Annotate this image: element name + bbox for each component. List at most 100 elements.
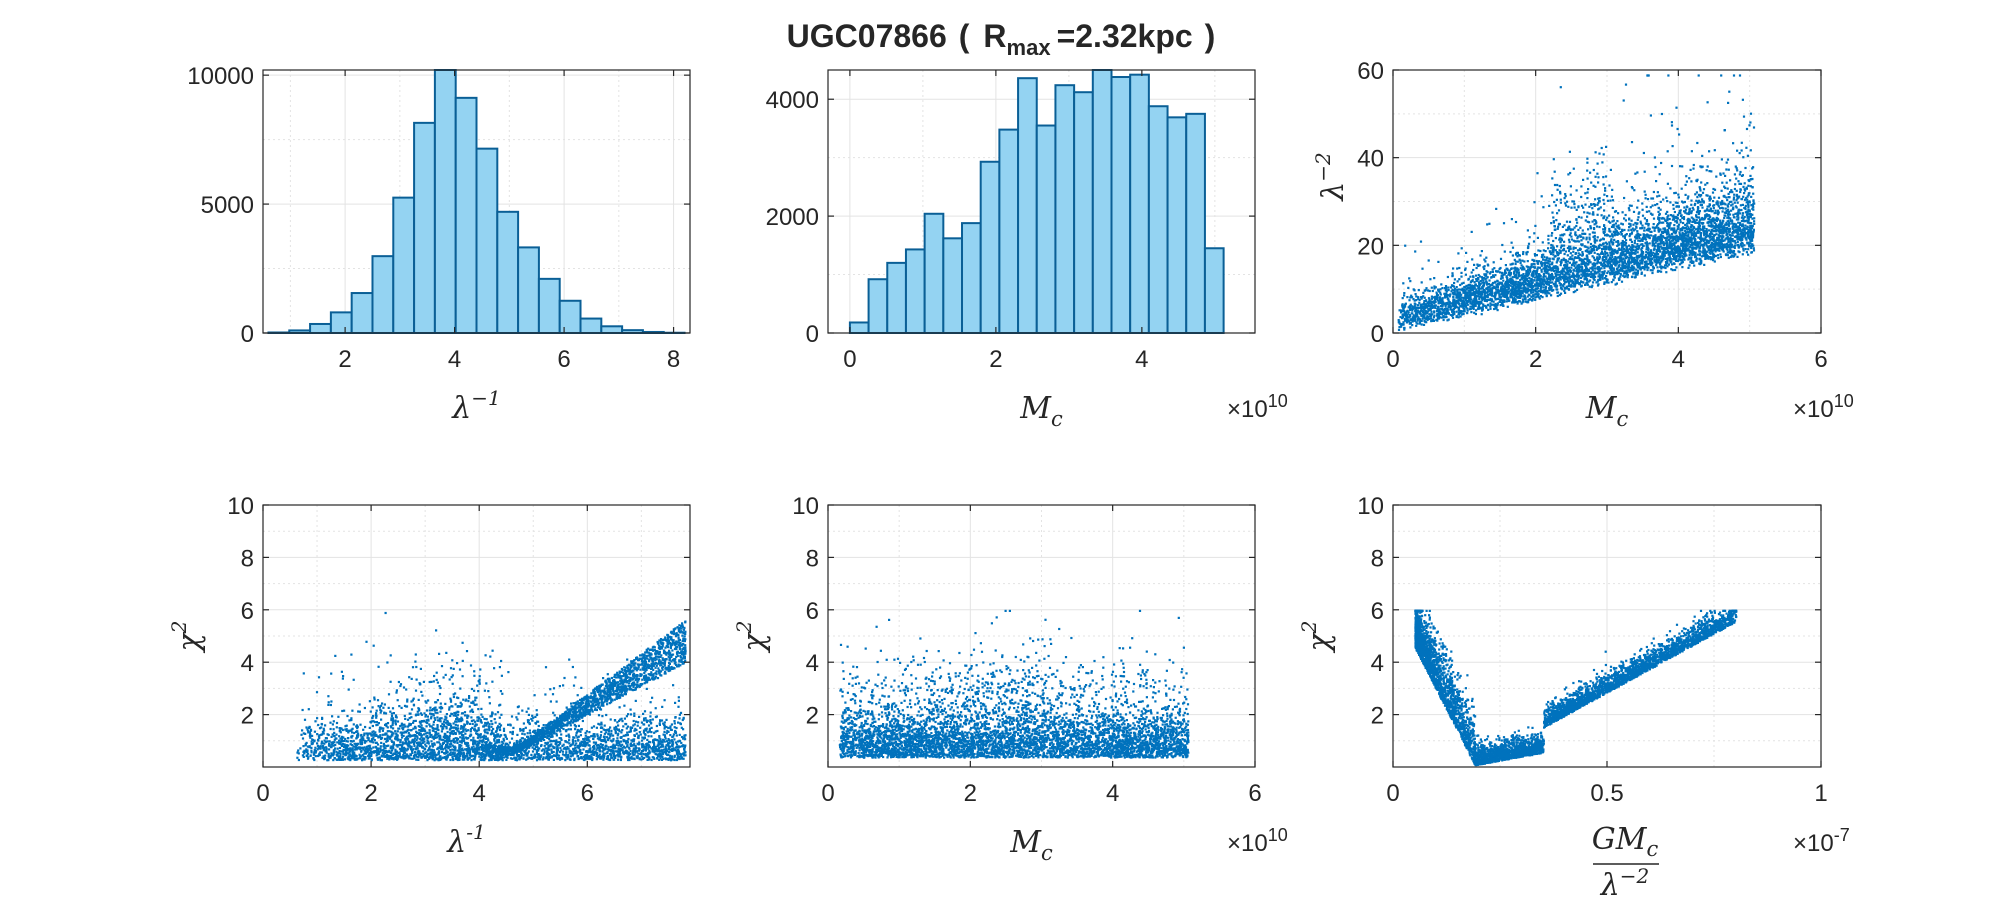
figure-title: UGC07866(Rmax =2.32kpc) [787, 18, 1216, 60]
scatter-point [1753, 222, 1756, 225]
scatter-point [1447, 299, 1450, 302]
scatter-point [1629, 251, 1632, 254]
scatter-point [1550, 222, 1553, 225]
scatter-point [1605, 278, 1609, 281]
scatter-point [1514, 220, 1518, 224]
scatter-point [1700, 194, 1703, 197]
scatter-point [1419, 312, 1422, 315]
scatter-point [1719, 172, 1722, 175]
histogram-bar [923, 212, 945, 334]
scatter-point [1723, 216, 1726, 220]
scatter-point [1485, 280, 1488, 283]
scatter-point [1576, 237, 1579, 240]
scatter-point [1508, 299, 1511, 302]
scatter-point [1633, 276, 1636, 279]
scatter-point [1470, 298, 1473, 301]
scatter-point [1751, 224, 1754, 228]
scatter-point [1548, 263, 1552, 266]
scatter-point [1548, 268, 1551, 271]
scatter-point [1730, 246, 1733, 249]
scatter-point [1547, 259, 1550, 262]
scatter-point [1483, 277, 1486, 280]
scatter-point [1418, 311, 1421, 314]
scatter-point [1689, 230, 1692, 233]
scatter-point [1711, 232, 1714, 235]
scatter-point [1596, 203, 1599, 206]
scatter-point [1436, 319, 1439, 322]
scatter-point [1405, 318, 1408, 321]
scatter-point [1717, 241, 1721, 244]
scatter-point [1421, 267, 1424, 270]
scatter-point [1564, 258, 1567, 261]
scatter-point [1538, 266, 1542, 269]
scatter-point [1709, 207, 1712, 210]
scatter-point [1709, 195, 1712, 198]
scatter-point [1620, 233, 1623, 236]
scatter-point [1685, 234, 1688, 237]
scatter-point [1743, 206, 1746, 210]
scatter-point [1715, 175, 1718, 178]
scatter-point [1612, 278, 1615, 281]
scatter-point [1466, 307, 1469, 310]
x-tick-label: 8 [667, 346, 680, 373]
scatter-point [1720, 158, 1723, 161]
scatter-point [1417, 297, 1420, 300]
scatter-point [1473, 311, 1476, 314]
scatter-point [1718, 235, 1721, 238]
scatter-point [1486, 276, 1489, 279]
scatter-point [1668, 238, 1671, 241]
scatter-point [1746, 198, 1749, 201]
scatter-point [1409, 326, 1412, 329]
scatter-point [1592, 211, 1595, 214]
scatter-point [1516, 260, 1519, 263]
scatter-point [1598, 225, 1601, 229]
scatter-point [1496, 304, 1499, 307]
scatter-point [1420, 281, 1423, 284]
scatter-point [1726, 251, 1729, 254]
scatter-point [1603, 281, 1606, 284]
scatter-point [1658, 219, 1661, 222]
scatter-point [1715, 201, 1718, 204]
scatter-point [1712, 227, 1715, 230]
scatter-point [1406, 296, 1409, 299]
scatter-point [1713, 212, 1716, 215]
scatter-point [1428, 307, 1431, 310]
scatter-point [1605, 281, 1608, 284]
scatter-point [1655, 180, 1658, 183]
scatter-point [1697, 241, 1700, 244]
scatter-point [1695, 242, 1698, 245]
scatter-point [1636, 237, 1639, 240]
scatter-point [1474, 291, 1477, 294]
scatter-point [1654, 237, 1657, 240]
scatter-point [1592, 168, 1595, 172]
scatter-point [1485, 273, 1488, 276]
scatter-point [1552, 289, 1555, 292]
scatter-point [1586, 215, 1589, 218]
scatter-point [1705, 255, 1708, 258]
scatter-point [1600, 263, 1603, 266]
scatter-point [1580, 239, 1583, 242]
scatter-point [1651, 226, 1654, 229]
scatter-point [1672, 236, 1676, 239]
scatter-point [1678, 250, 1681, 253]
scatter-point [1616, 260, 1619, 263]
scatter-point [1517, 284, 1520, 287]
scatter-point [1725, 246, 1728, 249]
scatter-point [1439, 291, 1442, 294]
scatter-point [1596, 256, 1599, 259]
scatter-point [1681, 239, 1684, 242]
scatter-point [1630, 204, 1633, 207]
scatter-point [1522, 266, 1525, 269]
scatter-point [1494, 291, 1497, 295]
scatter-point [1535, 273, 1538, 276]
scatter-point [1723, 185, 1726, 188]
scatter-point [1433, 314, 1436, 317]
scatter-point [1649, 206, 1652, 209]
scatter-point [1752, 247, 1755, 250]
scatter-point [1522, 273, 1525, 276]
scatter-point [1721, 202, 1724, 205]
scatter-point [1464, 268, 1467, 271]
scatter-point [1566, 246, 1569, 250]
scatter-point [1687, 239, 1690, 242]
scatter-point [1589, 279, 1592, 282]
